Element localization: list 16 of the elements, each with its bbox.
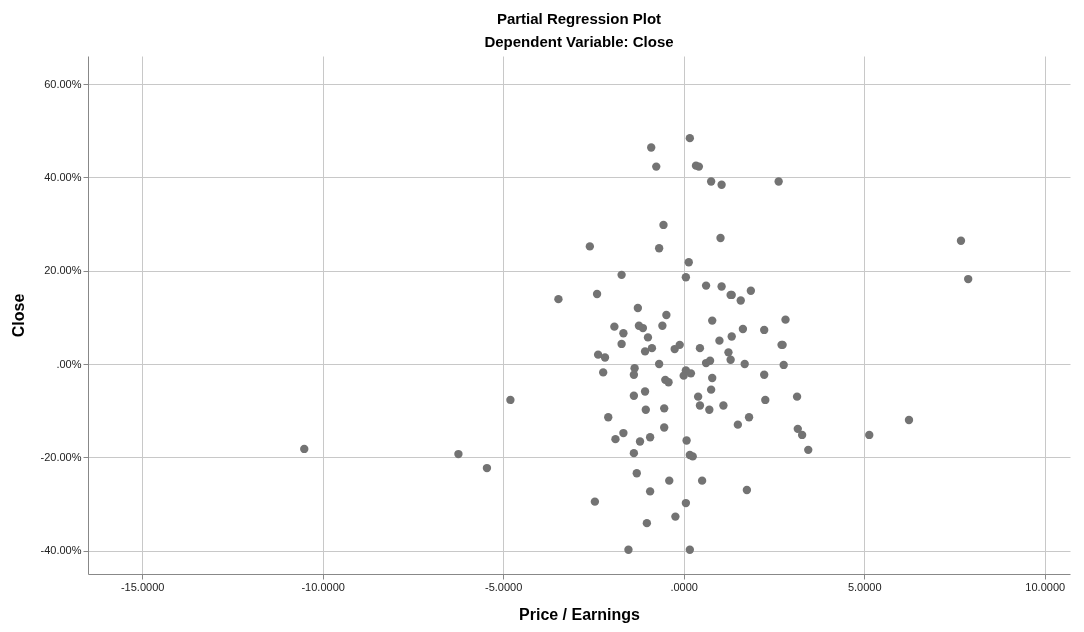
x-tick-label: -5.0000 — [485, 580, 523, 593]
y-tick-label: -40.00% — [40, 544, 82, 557]
chart-title: Partial Regression Plot — [496, 10, 662, 27]
chart-subtitle: Dependent Variable: Close — [484, 33, 674, 50]
y-tick-label: .00% — [56, 357, 82, 370]
y-axis-title: Close — [9, 293, 27, 338]
y-tick-label: 20.00% — [44, 264, 82, 277]
x-tick-label: 5.0000 — [847, 580, 882, 593]
y-tick-label: 60.00% — [44, 77, 82, 90]
x-axis-title: Price / Earnings — [519, 605, 641, 623]
y-tick-label: 40.00% — [44, 170, 82, 183]
y-tick-label: -20.00% — [40, 450, 82, 463]
x-tick-label: 10.0000 — [1025, 580, 1066, 593]
x-tick-label: .0000 — [670, 580, 698, 593]
x-tick-label: -15.0000 — [120, 580, 165, 593]
x-tick-label: -10.0000 — [301, 580, 345, 593]
